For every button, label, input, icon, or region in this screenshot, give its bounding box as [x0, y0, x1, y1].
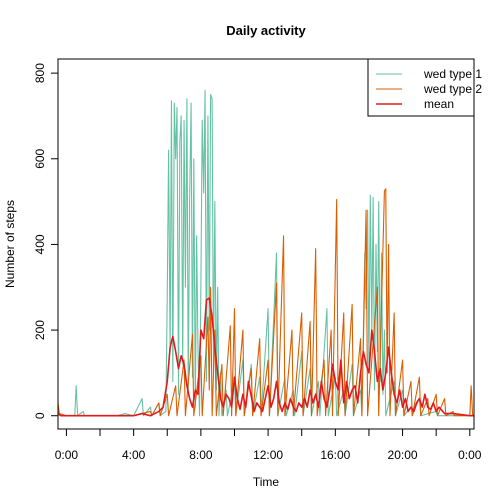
y-tick-label: 200	[33, 320, 47, 340]
legend-label-mean: mean	[424, 97, 454, 111]
series-line-wed-type-1	[66, 89, 474, 417]
y-axis: 0 200 400 600 800	[33, 63, 59, 419]
x-tick-label: 0:00	[458, 448, 482, 462]
legend-label-wed-type-1: wed type 1	[423, 67, 482, 81]
y-tick-label: 800	[33, 63, 47, 83]
legend-label-wed-type-2: wed type 2	[423, 82, 482, 96]
x-tick-label: 16:00	[320, 448, 350, 462]
legend-box	[367, 58, 475, 117]
x-tick-label: 4:00	[122, 448, 146, 462]
series-line-mean	[58, 297, 474, 417]
y-tick-label: 0	[33, 412, 47, 419]
x-axis: 0:00 4:00 8:00 12:00 16:00 20:00 0:00	[55, 428, 482, 462]
y-tick-label: 400	[33, 234, 47, 254]
y-tick-label: 600	[33, 148, 47, 168]
x-axis-label: Time	[253, 475, 280, 489]
series-layer	[58, 89, 474, 417]
x-tick-label: 8:00	[189, 448, 213, 462]
x-tick-label: 20:00	[388, 448, 418, 462]
chart-title: Daily activity	[226, 23, 306, 38]
y-axis-label: Number of steps	[3, 200, 17, 288]
series-line-wed-type-2	[58, 188, 474, 417]
x-tick-label: 12:00	[253, 448, 283, 462]
x-tick-label: 0:00	[55, 448, 79, 462]
